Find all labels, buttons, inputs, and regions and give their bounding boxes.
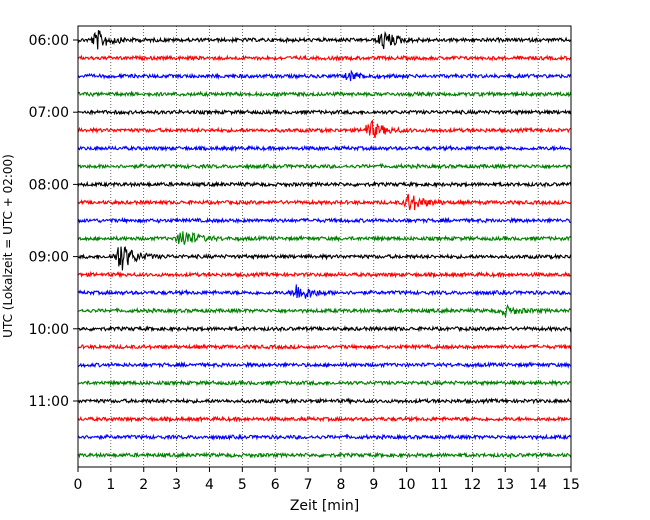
trace-line-07:30 <box>77 144 572 153</box>
x-tick-label-6: 6 <box>271 477 280 493</box>
trace-line-10:30 <box>77 361 572 369</box>
x-tick-label-0: 0 <box>74 477 83 493</box>
trace-line-08:30 <box>77 216 572 225</box>
trace-line-10:15 <box>77 343 572 351</box>
x-tick-label-14: 14 <box>529 477 547 493</box>
x-tick-label-4: 4 <box>205 477 214 493</box>
x-tick-label-7: 7 <box>304 477 313 493</box>
trace-line-11:00 <box>77 397 572 405</box>
x-tick-label-9: 9 <box>369 477 378 493</box>
trace-line-11:30 <box>77 433 572 441</box>
y-tick-label-09:00: 09:00 <box>29 250 69 266</box>
x-tick-label-3: 3 <box>172 477 181 493</box>
x-tick-label-10: 10 <box>398 477 416 493</box>
y-axis-label: UTC (Lokalzeit = UTC + 02:00) <box>1 154 15 338</box>
trace-line-10:45 <box>77 379 572 387</box>
trace-line-08:15 <box>77 193 572 211</box>
trace-line-06:15 <box>77 54 572 62</box>
trace-line-11:45 <box>77 451 572 460</box>
trace-line-11:15 <box>77 415 572 424</box>
trace-line-10:00 <box>77 324 572 333</box>
trace-group <box>77 30 572 460</box>
x-axis: 0 1 2 3 4 5 6 7 8 9 10 11 12 13 14 15 <box>74 467 580 493</box>
y-tick-label-06:00: 06:00 <box>29 33 69 49</box>
y-tick-label-11:00: 11:00 <box>29 394 69 410</box>
x-tick-label-15: 15 <box>562 477 580 493</box>
x-tick-label-8: 8 <box>336 477 345 493</box>
y-tick-label-10:00: 10:00 <box>29 322 69 338</box>
trace-line-09:15 <box>77 270 571 279</box>
x-tick-label-2: 2 <box>139 477 148 493</box>
trace-line-08:00 <box>77 180 572 189</box>
trace-line-09:30 <box>77 284 572 299</box>
y-tick-label-08:00: 08:00 <box>29 177 69 193</box>
trace-line-06:45 <box>77 90 572 98</box>
y-tick-label-07:00: 07:00 <box>29 105 69 121</box>
trace-line-06:30 <box>77 69 572 82</box>
x-tick-label-11: 11 <box>431 477 449 493</box>
x-tick-label-5: 5 <box>238 477 247 493</box>
trace-line-07:00 <box>77 108 572 116</box>
trace-line-06:00 <box>77 30 572 50</box>
x-tick-label-13: 13 <box>496 477 514 493</box>
trace-line-09:45 <box>77 303 572 318</box>
trace-line-09:00 <box>77 246 572 271</box>
y-axis: 06:00 07:00 08:00 09:00 10:00 11:00 <box>29 33 78 410</box>
trace-line-08:45 <box>77 231 572 245</box>
x-tick-label-12: 12 <box>463 477 481 493</box>
plot-frame <box>77 25 572 468</box>
trace-line-07:45 <box>77 162 572 171</box>
trace-line-07:15 <box>77 119 572 139</box>
x-tick-label-1: 1 <box>106 477 115 493</box>
x-axis-label: Zeit [min] <box>290 498 359 514</box>
